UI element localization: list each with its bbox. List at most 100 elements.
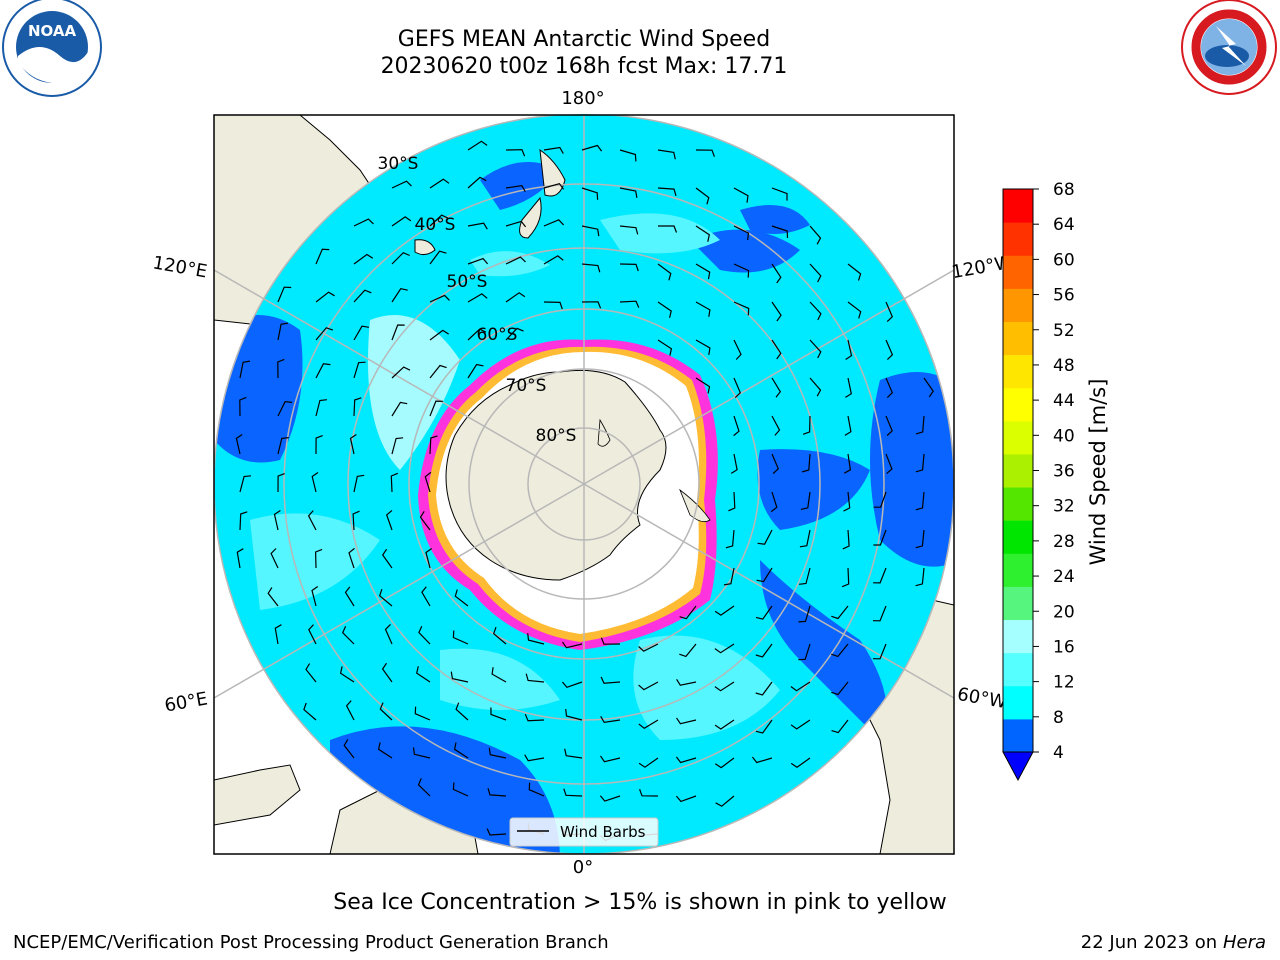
wind-barb [467, 363, 484, 379]
wind-barb [873, 491, 887, 508]
wind-barb [733, 339, 742, 360]
wind-barb [845, 339, 853, 361]
wind-barb [353, 289, 372, 303]
wind-barb [600, 716, 621, 724]
polar-map: Wind Barbs 180° 120°E 120°W 60°E 60°W 0°… [151, 88, 1014, 878]
wind-barb [429, 294, 450, 303]
colorbar: 68 64 60 56 52 48 44 40 36 32 28 24 20 16 12 8 4 Wind Sp… [1002, 180, 1110, 782]
wind-barb [757, 529, 773, 545]
wind-barb [543, 146, 564, 154]
wind-barb [842, 529, 850, 550]
wind-barb [695, 339, 711, 355]
colorbar-segment [1003, 652, 1033, 687]
wind-barb [429, 214, 449, 227]
wind-barb [239, 360, 251, 379]
wind-barb [235, 434, 243, 455]
wind-barb [714, 757, 735, 769]
wind-barb [424, 471, 432, 493]
wind-barb [798, 605, 811, 623]
wind-barb [467, 293, 488, 303]
lat-label-80s: 80°S [536, 426, 577, 446]
wind-barb [277, 286, 292, 303]
wind-barb [561, 681, 583, 689]
wind-barb [455, 702, 469, 721]
wind-barb [847, 301, 862, 319]
map-legend: Wind Barbs [509, 817, 659, 847]
wind-barb [844, 415, 852, 436]
wind-barb [353, 253, 374, 265]
wind-barb [345, 700, 355, 721]
wind-barb [799, 567, 811, 585]
lon-label-180: 180° [561, 88, 604, 109]
wind-barb [343, 739, 355, 759]
wind-barb [379, 702, 393, 721]
wind-barb [505, 256, 526, 265]
wind-barb [619, 300, 640, 308]
wind-barb [885, 377, 894, 399]
wind-barb [657, 339, 673, 356]
colorbar-tick-label: 36 [1053, 462, 1075, 482]
wind-barb [429, 329, 450, 341]
wind-barb [274, 624, 282, 645]
wind-barb [841, 567, 850, 588]
colorbar-segment [1003, 420, 1033, 455]
wind-barb [564, 748, 583, 759]
wind-barb [412, 747, 431, 759]
wind-barb [581, 263, 601, 273]
wind-barb [872, 605, 887, 622]
wind-barb [756, 567, 773, 583]
colorbar-segment [1003, 321, 1033, 356]
wind-barb [809, 339, 822, 359]
wind-barb [715, 795, 735, 807]
wind-barb [695, 187, 710, 205]
wind-barb [619, 187, 638, 199]
wind-barb [809, 225, 822, 245]
lon-label-120e: 120°E [151, 252, 209, 282]
wind-barb [728, 491, 736, 512]
wind-barb [565, 708, 583, 721]
wind-barb [755, 719, 773, 734]
colorbar-tick-label: 16 [1053, 637, 1075, 657]
wind-barb [315, 291, 335, 303]
wind-barb [524, 713, 545, 722]
wind-barb [307, 510, 317, 531]
wind-barb [714, 681, 735, 692]
map-frame [213, 114, 955, 855]
wind-barb [915, 453, 925, 473]
wind-barb [847, 263, 862, 281]
wind-barb [809, 263, 822, 283]
wind-barb [600, 755, 621, 763]
wind-barb [381, 662, 393, 683]
colorbar-segment [1003, 222, 1033, 256]
wind-barb [524, 754, 545, 762]
wind-barb [695, 149, 715, 157]
wind-barb [277, 437, 289, 455]
wind-barb [873, 529, 887, 546]
wind-barb [414, 706, 431, 721]
wind-barb [488, 747, 507, 759]
wind-barb [657, 149, 676, 160]
sea-ice-note: Sea Ice Concentration > 15% is shown in … [333, 890, 947, 915]
wind-barb [600, 676, 621, 684]
wind-barb [885, 415, 893, 437]
colorbar-extend-triangle [1002, 751, 1034, 782]
wind-barb [543, 219, 565, 227]
wind-barb [353, 397, 362, 417]
colorbar-tick-label: 56 [1053, 286, 1075, 306]
wind-barb [730, 453, 738, 474]
colorbar-tick-label: 28 [1053, 532, 1075, 552]
credit-text: NCEP/EMC/Verification Post Processing Pr… [13, 932, 609, 953]
wind-barb [802, 415, 811, 435]
wind-barb [429, 435, 438, 455]
wind-barb [771, 453, 780, 475]
wind-barb [277, 358, 285, 379]
wind-barb [638, 719, 659, 730]
colorbar-segment [1003, 553, 1033, 587]
colorbar-tick-label: 48 [1053, 356, 1075, 376]
colorbar-tick-label: 12 [1053, 673, 1075, 693]
wind-barb [391, 437, 404, 455]
wind-barb [543, 301, 563, 310]
wind-barb [770, 491, 778, 513]
lat-label-70s: 70°S [506, 376, 547, 396]
colorbar-segment [1003, 685, 1033, 720]
